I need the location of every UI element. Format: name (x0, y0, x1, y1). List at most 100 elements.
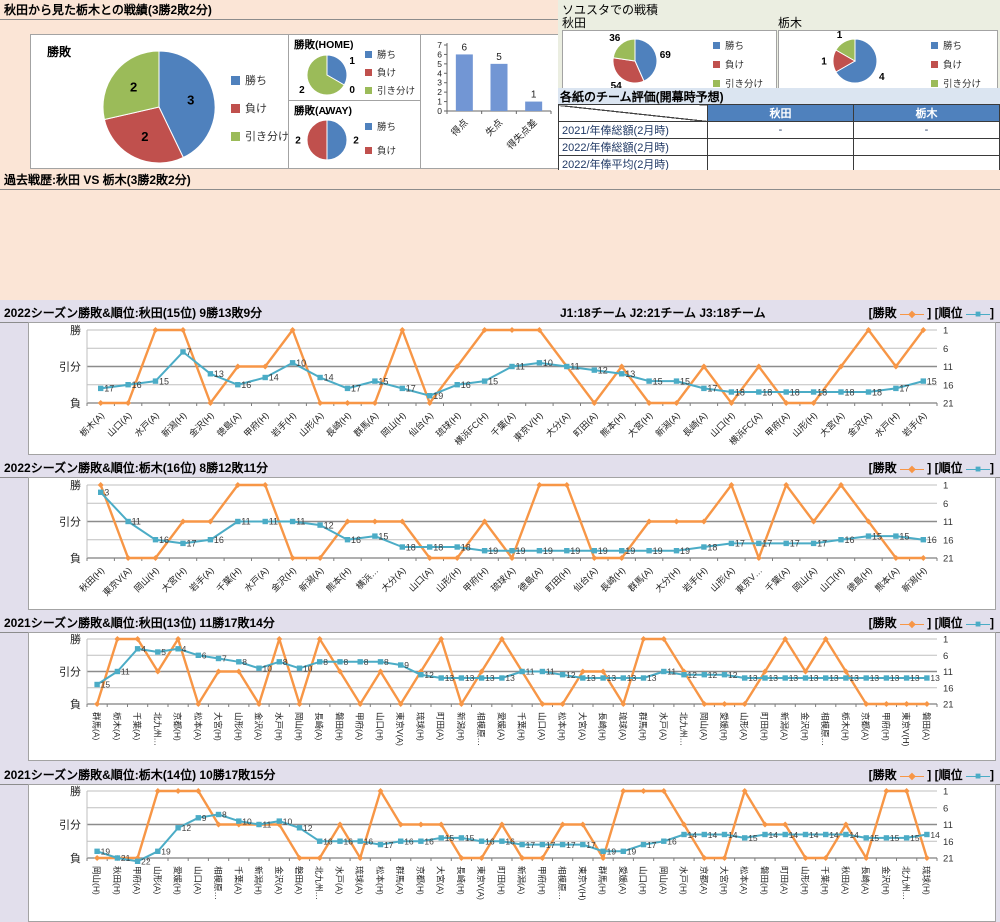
svg-text:引分: 引分 (59, 360, 81, 374)
svg-text:19: 19 (598, 546, 608, 556)
svg-text:17: 17 (735, 539, 745, 549)
svg-text:大分(A): 大分(A) (543, 410, 572, 439)
svg-text:甲府(A): 甲府(A) (763, 410, 792, 439)
svg-text:13: 13 (789, 673, 799, 683)
svg-text:13: 13 (849, 673, 859, 683)
svg-text:17: 17 (351, 384, 361, 394)
main-pie-title: 勝敗 (47, 45, 72, 59)
legend-swatch-icon (931, 79, 938, 87)
svg-text:13: 13 (769, 673, 779, 683)
svg-text:1: 1 (943, 481, 948, 492)
svg-text:11: 11 (121, 667, 130, 677)
svg-text:19: 19 (543, 546, 553, 556)
svg-text:栃木(H): 栃木(H) (840, 712, 850, 741)
svg-text:町田(A): 町田(A) (436, 712, 446, 741)
svg-text:3: 3 (104, 488, 109, 498)
svg-text:群馬(H): 群馬(H) (598, 866, 608, 895)
svg-text:大宮(H): 大宮(H) (159, 565, 188, 594)
svg-text:11: 11 (546, 667, 555, 677)
division-note: J1:18チーム J2:21チーム J3:18チーム (560, 306, 766, 320)
team-eval-title: 各紙のチーム評価(開幕時予想) (560, 90, 724, 104)
svg-text:金沢(A): 金沢(A) (845, 410, 874, 439)
svg-text:東京V(A): 東京V(A) (100, 565, 133, 598)
svg-text:新潟(H): 新潟(H) (159, 410, 188, 439)
svg-text:秋田(A): 秋田(A) (840, 866, 850, 895)
svg-text:長崎(H): 長崎(H) (324, 410, 353, 439)
svg-text:13: 13 (607, 673, 617, 683)
svg-text:15: 15 (653, 376, 663, 386)
svg-text:16: 16 (404, 837, 414, 847)
svg-text:京都(H): 京都(H) (415, 866, 425, 895)
svg-text:甲府(H): 甲府(H) (881, 712, 891, 741)
svg-text:13: 13 (445, 673, 455, 683)
svg-text:群馬(A): 群馬(A) (626, 565, 655, 594)
column-header: 栃木 (853, 104, 1000, 122)
svg-text:京都(A): 京都(A) (699, 866, 709, 895)
svg-text:11: 11 (263, 820, 272, 830)
svg-text:岩手(H): 岩手(H) (269, 410, 298, 439)
legend-item: 引き分け (365, 83, 415, 97)
svg-text:徳島(A): 徳島(A) (214, 410, 243, 439)
svg-text:16: 16 (943, 380, 954, 391)
svg-text:山形(H): 山形(H) (433, 565, 462, 594)
svg-text:千葉(A): 千葉(A) (233, 866, 243, 895)
svg-text:山口(A): 山口(A) (105, 410, 133, 438)
svg-text:負: 負 (70, 397, 81, 410)
svg-text:山形(A): 山形(A) (739, 712, 749, 741)
svg-text:14: 14 (930, 830, 940, 840)
svg-text:新潟(H): 新潟(H) (254, 866, 264, 895)
svg-text:16: 16 (943, 683, 954, 694)
svg-text:17: 17 (586, 840, 596, 850)
svg-text:18: 18 (872, 387, 882, 397)
rank-marker-icon: ■ (966, 309, 990, 320)
svg-text:岩手(H): 岩手(H) (680, 565, 709, 594)
svg-text:大宮(A): 大宮(A) (436, 866, 446, 895)
svg-text:大宮(H): 大宮(H) (625, 410, 654, 439)
svg-text:新潟(A): 新潟(A) (653, 410, 682, 439)
svg-text:19: 19 (570, 546, 580, 556)
svg-text:15: 15 (872, 531, 882, 541)
result-marker-icon: ◆ (899, 771, 924, 782)
svg-text:36: 36 (609, 33, 621, 44)
season-title: 2022シーズン勝敗&順位:秋田(15位) 9勝13敗9分 (4, 306, 263, 320)
result-marker-icon: ◆ (899, 464, 924, 475)
legend-swatch-icon (713, 79, 720, 87)
stadium-record-title: ソユスタでの戦積 (562, 3, 659, 17)
svg-text:16: 16 (927, 535, 937, 545)
svg-text:8: 8 (283, 657, 288, 667)
legend-label: 負け (943, 60, 963, 71)
svg-text:17: 17 (526, 840, 536, 850)
svg-text:千葉(H): 千葉(H) (820, 866, 830, 895)
home-pie-chart: 1 0 2 (299, 54, 355, 96)
svg-text:5: 5 (161, 647, 166, 657)
svg-text:15: 15 (890, 833, 900, 843)
svg-text:甲府(A): 甲府(A) (355, 712, 365, 741)
svg-text:19: 19 (488, 546, 498, 556)
svg-text:甲府(H): 甲府(H) (537, 866, 547, 895)
home-pie-title: 勝敗(HOME) (294, 39, 354, 51)
svg-text:12: 12 (424, 670, 434, 680)
legend-swatch-icon (713, 60, 720, 68)
svg-text:勝: 勝 (70, 478, 81, 492)
value-cell: - (853, 121, 1000, 139)
svg-text:負: 負 (70, 698, 81, 711)
away-pie-chart: 2 2 0 (295, 113, 359, 161)
svg-text:6: 6 (437, 49, 442, 59)
svg-text:17: 17 (384, 840, 394, 850)
svg-text:14: 14 (829, 830, 839, 840)
svg-text:1: 1 (837, 31, 843, 41)
svg-text:16: 16 (461, 380, 471, 390)
legend-label: 勝ち (377, 122, 397, 133)
svg-text:14: 14 (324, 373, 334, 383)
svg-text:13: 13 (890, 673, 900, 683)
svg-text:15: 15 (870, 833, 880, 843)
svg-text:金沢(H): 金沢(H) (881, 866, 891, 895)
svg-text:大分(H): 大分(H) (653, 565, 682, 594)
table-row: 2021/年俸総額(2月時) - - (558, 121, 1000, 139)
svg-text:11: 11 (943, 517, 953, 528)
svg-text:16: 16 (159, 535, 169, 545)
tochigi-label: 栃木 (778, 16, 803, 30)
svg-text:54: 54 (611, 81, 623, 88)
